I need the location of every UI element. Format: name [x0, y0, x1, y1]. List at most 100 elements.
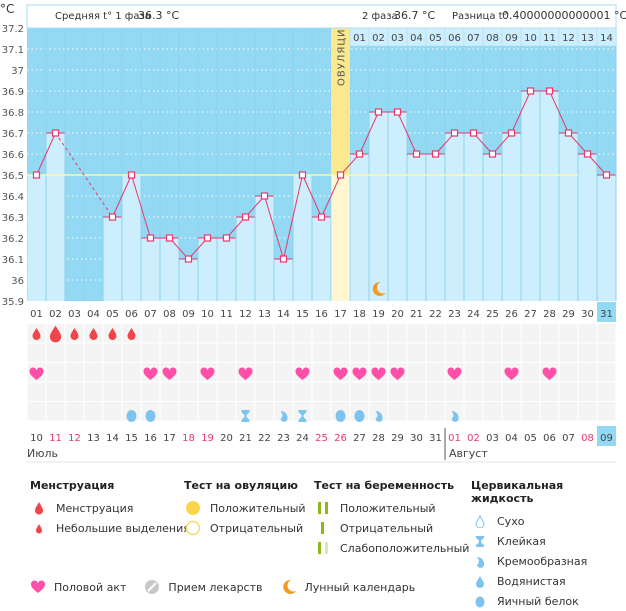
- temperature-bar: [179, 259, 198, 301]
- y-tick-label: 37.1: [2, 45, 24, 56]
- temperature-line-segment: [302, 174, 322, 218]
- y-tick-label: 37: [11, 66, 24, 77]
- symbol-cell: [445, 402, 464, 421]
- symbol-cell: [445, 382, 464, 401]
- current-day-highlight: [597, 302, 616, 322]
- calendar-date: 23: [277, 433, 290, 444]
- temperature-point: [545, 87, 554, 95]
- temperature-point: [108, 213, 117, 221]
- cycle-day-label: 26: [505, 309, 518, 320]
- temperature-point: [583, 150, 592, 158]
- symbol-cell: [198, 343, 217, 362]
- legend-item: Клейкая: [497, 534, 546, 548]
- symbol-cell: [388, 343, 407, 362]
- symbol-cell: [84, 382, 103, 401]
- symbol-cell: [46, 363, 65, 382]
- symbol-cell: [274, 363, 293, 382]
- cycle-day-label: 27: [524, 309, 537, 320]
- header-bar: [26, 4, 617, 29]
- symbol-cell: [483, 363, 502, 382]
- temperature-bar: [236, 217, 255, 301]
- symbol-cell: [217, 363, 236, 382]
- symbol-cell: [483, 343, 502, 362]
- temperature-bar: [426, 154, 445, 301]
- temperature-bar: [160, 238, 179, 301]
- phase1-label: Средняя t° 1 фаза: [55, 11, 151, 22]
- temperature-bar: [540, 91, 559, 301]
- moon-icon: [281, 579, 297, 595]
- symbol-cell: [141, 324, 160, 343]
- symbol-cell: [217, 324, 236, 343]
- legend-item: Половой акт: [54, 580, 127, 594]
- symbol-cell: [27, 343, 46, 362]
- legend-item: Кремообразная: [497, 554, 588, 568]
- creamy-icon: [375, 411, 383, 422]
- symbol-cell: [350, 343, 369, 362]
- symbol-cell: [597, 382, 616, 401]
- watery-icon: [471, 575, 489, 588]
- phase2-day-label: 09: [505, 33, 518, 44]
- symbol-cell: [312, 402, 331, 421]
- phase2-day-label: 04: [410, 33, 423, 44]
- legend-item: Водянистая: [497, 574, 566, 588]
- spotting-drop-icon: [89, 328, 98, 340]
- calendar-date: 26: [334, 433, 347, 444]
- symbol-cell: [464, 324, 483, 343]
- egg-white-icon: [145, 410, 156, 422]
- symbol-cell: [217, 343, 236, 362]
- symbol-cell: [464, 343, 483, 362]
- legend-item: Положительный: [340, 501, 436, 515]
- legend-title: Тест на беременность: [314, 479, 455, 492]
- symbol-cell: [65, 382, 84, 401]
- symbol-cell: [255, 382, 274, 401]
- symbol-cell: [597, 343, 616, 362]
- legend-item: Небольшие выделения: [56, 521, 190, 535]
- legend-title: Менструация: [30, 479, 115, 492]
- legend-title: Цервикальная жидкость: [471, 479, 564, 505]
- symbol-cell: [426, 382, 445, 401]
- symbol-cell: [578, 363, 597, 382]
- calendar-date: 11: [49, 433, 62, 444]
- symbol-cell: [521, 382, 540, 401]
- y-tick-label: 36: [11, 276, 24, 287]
- symbol-cell: [407, 343, 426, 362]
- symbol-cell: [103, 402, 122, 421]
- calendar-date: 22: [258, 433, 271, 444]
- temperature-bar: [578, 154, 597, 301]
- calendar-date: 12: [68, 433, 81, 444]
- phase2-label: 2 фаза: [362, 11, 398, 22]
- symbol-cell: [578, 382, 597, 401]
- symbol-cell: [331, 324, 350, 343]
- symbol-cell: [388, 324, 407, 343]
- symbol-cell: [312, 324, 331, 343]
- temperature-point: [241, 213, 250, 221]
- temperature-bar: [388, 112, 407, 301]
- symbol-cell: [312, 343, 331, 362]
- symbol-cell: [445, 343, 464, 362]
- symbol-cell: [559, 402, 578, 421]
- symbol-cell: [46, 382, 65, 401]
- symbol-cell: [540, 324, 559, 343]
- symbol-cell: [502, 324, 521, 343]
- temperature-line-segment: [131, 174, 151, 239]
- symbol-cell: [464, 363, 483, 382]
- cycle-day-label: 25: [486, 309, 499, 320]
- temperature-point: [507, 129, 516, 137]
- calendar-date: 18: [182, 433, 195, 444]
- symbol-cell: [445, 324, 464, 343]
- symbol-cell: [312, 382, 331, 401]
- phase2-day-label: 01: [353, 33, 366, 44]
- phase2-day-label: 14: [600, 33, 613, 44]
- phase2-day-label: 07: [467, 33, 480, 44]
- heart-icon: [162, 367, 177, 380]
- cycle-day-label: 18: [353, 309, 366, 320]
- symbol-cell: [407, 402, 426, 421]
- symbol-cell: [426, 363, 445, 382]
- cycle-day-label: 31: [600, 309, 613, 320]
- symbol-cell: [274, 382, 293, 401]
- symbol-cell: [160, 402, 179, 421]
- temperature-point: [355, 150, 364, 158]
- symbol-cell: [369, 343, 388, 362]
- temperature-line-segment: [511, 90, 531, 134]
- cycle-day-label: 05: [106, 309, 119, 320]
